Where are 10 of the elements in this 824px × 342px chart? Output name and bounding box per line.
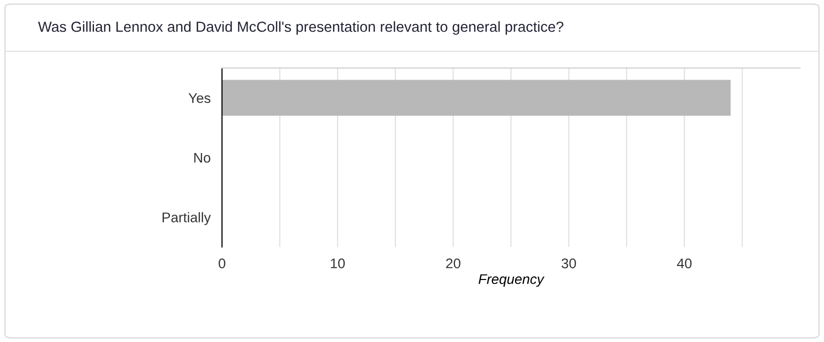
x-axis-title: Frequency	[478, 274, 545, 287]
y-tick-label: Partially	[162, 212, 211, 226]
y-tick-label: Yes	[188, 93, 210, 104]
x-tick-label: 0	[218, 258, 226, 268]
x-tick-label: 40	[676, 258, 692, 268]
x-tick-label: 10	[330, 258, 345, 268]
y-tick-label: No	[194, 152, 210, 163]
x-tick-label: 20	[446, 258, 460, 268]
chart-title: Was Gillian Lennox and David McColl's presentation relevant to general practice?	[38, 21, 564, 35]
x-tick-label: 30	[562, 258, 576, 268]
